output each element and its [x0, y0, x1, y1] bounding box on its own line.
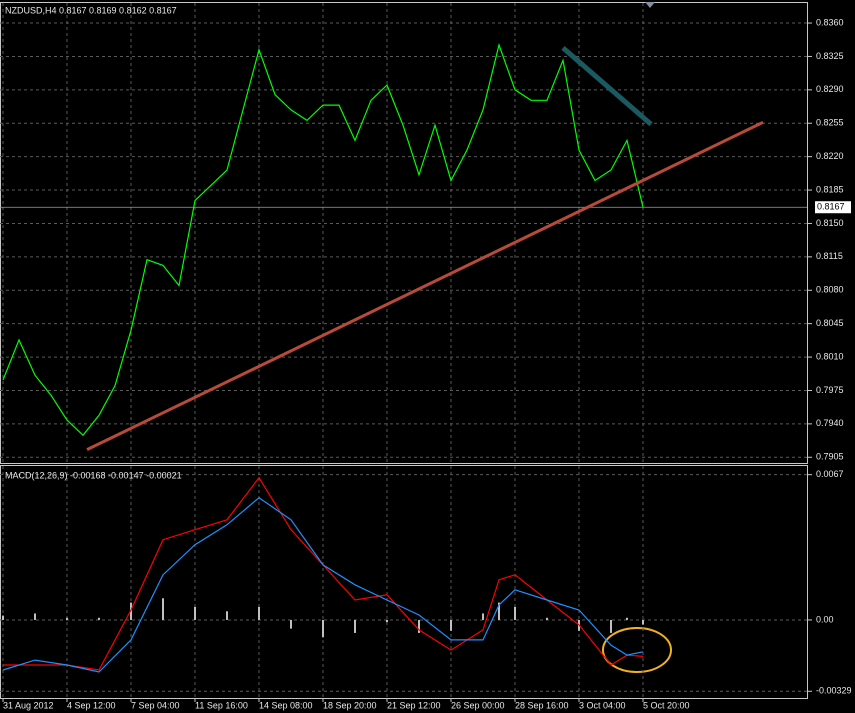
trendline — [86, 120, 764, 451]
histogram-bar — [546, 617, 548, 620]
histogram-bar — [418, 619, 420, 633]
histogram-bar — [162, 598, 164, 620]
histogram-bar — [322, 619, 324, 638]
y-tick-label: 0.8360 — [816, 17, 844, 27]
macd-line — [2, 496, 644, 673]
histogram-bar — [98, 617, 100, 620]
histogram-bar — [482, 613, 484, 620]
trendline — [561, 45, 653, 127]
current-price-box — [815, 201, 851, 214]
histogram-bar — [226, 611, 228, 620]
y-tick-label: 0.8290 — [816, 84, 844, 94]
histogram-bar — [642, 619, 644, 625]
macd-title: MACD(12,26,9) -0.00168 -0.00147 -0.00021 — [5, 470, 182, 480]
x-tick-label: 21 Sep 12:00 — [387, 700, 441, 710]
histogram-bar — [194, 606, 196, 620]
shift-marker — [645, 2, 655, 8]
y-tick-label: 0.7975 — [816, 385, 844, 395]
x-tick-label: 31 Aug 2012 — [3, 700, 54, 710]
y-tick-label: 0.7905 — [816, 452, 844, 462]
y-tick-label: 0.8080 — [816, 285, 844, 295]
x-tick-label: 14 Sep 08:00 — [259, 700, 313, 710]
y-tick-label: 0.7940 — [816, 418, 844, 428]
price-panel — [0, 2, 808, 464]
y-tick-label: 0.8010 — [816, 351, 844, 361]
y-tick-label: 0.8115 — [816, 251, 843, 261]
histogram-bar — [258, 606, 260, 620]
histogram-bar — [514, 606, 516, 620]
price-title: NZDUSD,H4 0.8167 0.8169 0.8162 0.8167 — [5, 5, 177, 15]
histogram-bar — [290, 619, 292, 629]
histogram-bar — [34, 613, 36, 620]
histogram-bar — [2, 615, 4, 620]
y-tick-label: 0.8220 — [816, 151, 844, 161]
y-tick-label: -0.00329 — [816, 686, 852, 696]
y-tick-label: 0.0067 — [816, 469, 844, 479]
x-tick-label: 28 Sep 16:00 — [515, 700, 569, 710]
histogram-bar — [354, 619, 356, 633]
y-tick-label: 0.8325 — [816, 51, 844, 61]
x-tick-label: 11 Sep 16:00 — [195, 700, 248, 710]
y-tick-label: 0.8255 — [816, 118, 844, 128]
price-line — [2, 42, 644, 437]
y-tick-label: 0.8045 — [816, 318, 844, 328]
y-tick-label: 0.00 — [816, 614, 834, 624]
histogram-bar — [66, 617, 68, 620]
current-price-label: 0.8167 — [817, 202, 845, 212]
macd-panel — [0, 465, 808, 699]
histogram-bar — [386, 619, 388, 623]
x-tick-label: 7 Sep 04:00 — [131, 700, 180, 710]
highlight-ellipse — [602, 627, 672, 673]
macd-line — [3, 476, 644, 671]
histogram-bar — [450, 619, 452, 631]
x-tick-label: 5 Oct 20:00 — [643, 700, 690, 710]
y-tick-label: 0.8150 — [816, 218, 844, 228]
histogram-bar — [610, 619, 612, 633]
x-tick-label: 4 Sep 12:00 — [67, 700, 116, 710]
histogram-bar — [626, 617, 628, 620]
x-tick-label: 26 Sep 00:00 — [451, 700, 505, 710]
x-tick-label: 3 Oct 04:00 — [579, 700, 626, 710]
y-tick-label: 0.8185 — [816, 184, 844, 194]
histogram-bar — [498, 602, 500, 620]
x-tick-label: 18 Sep 20:00 — [323, 700, 377, 710]
